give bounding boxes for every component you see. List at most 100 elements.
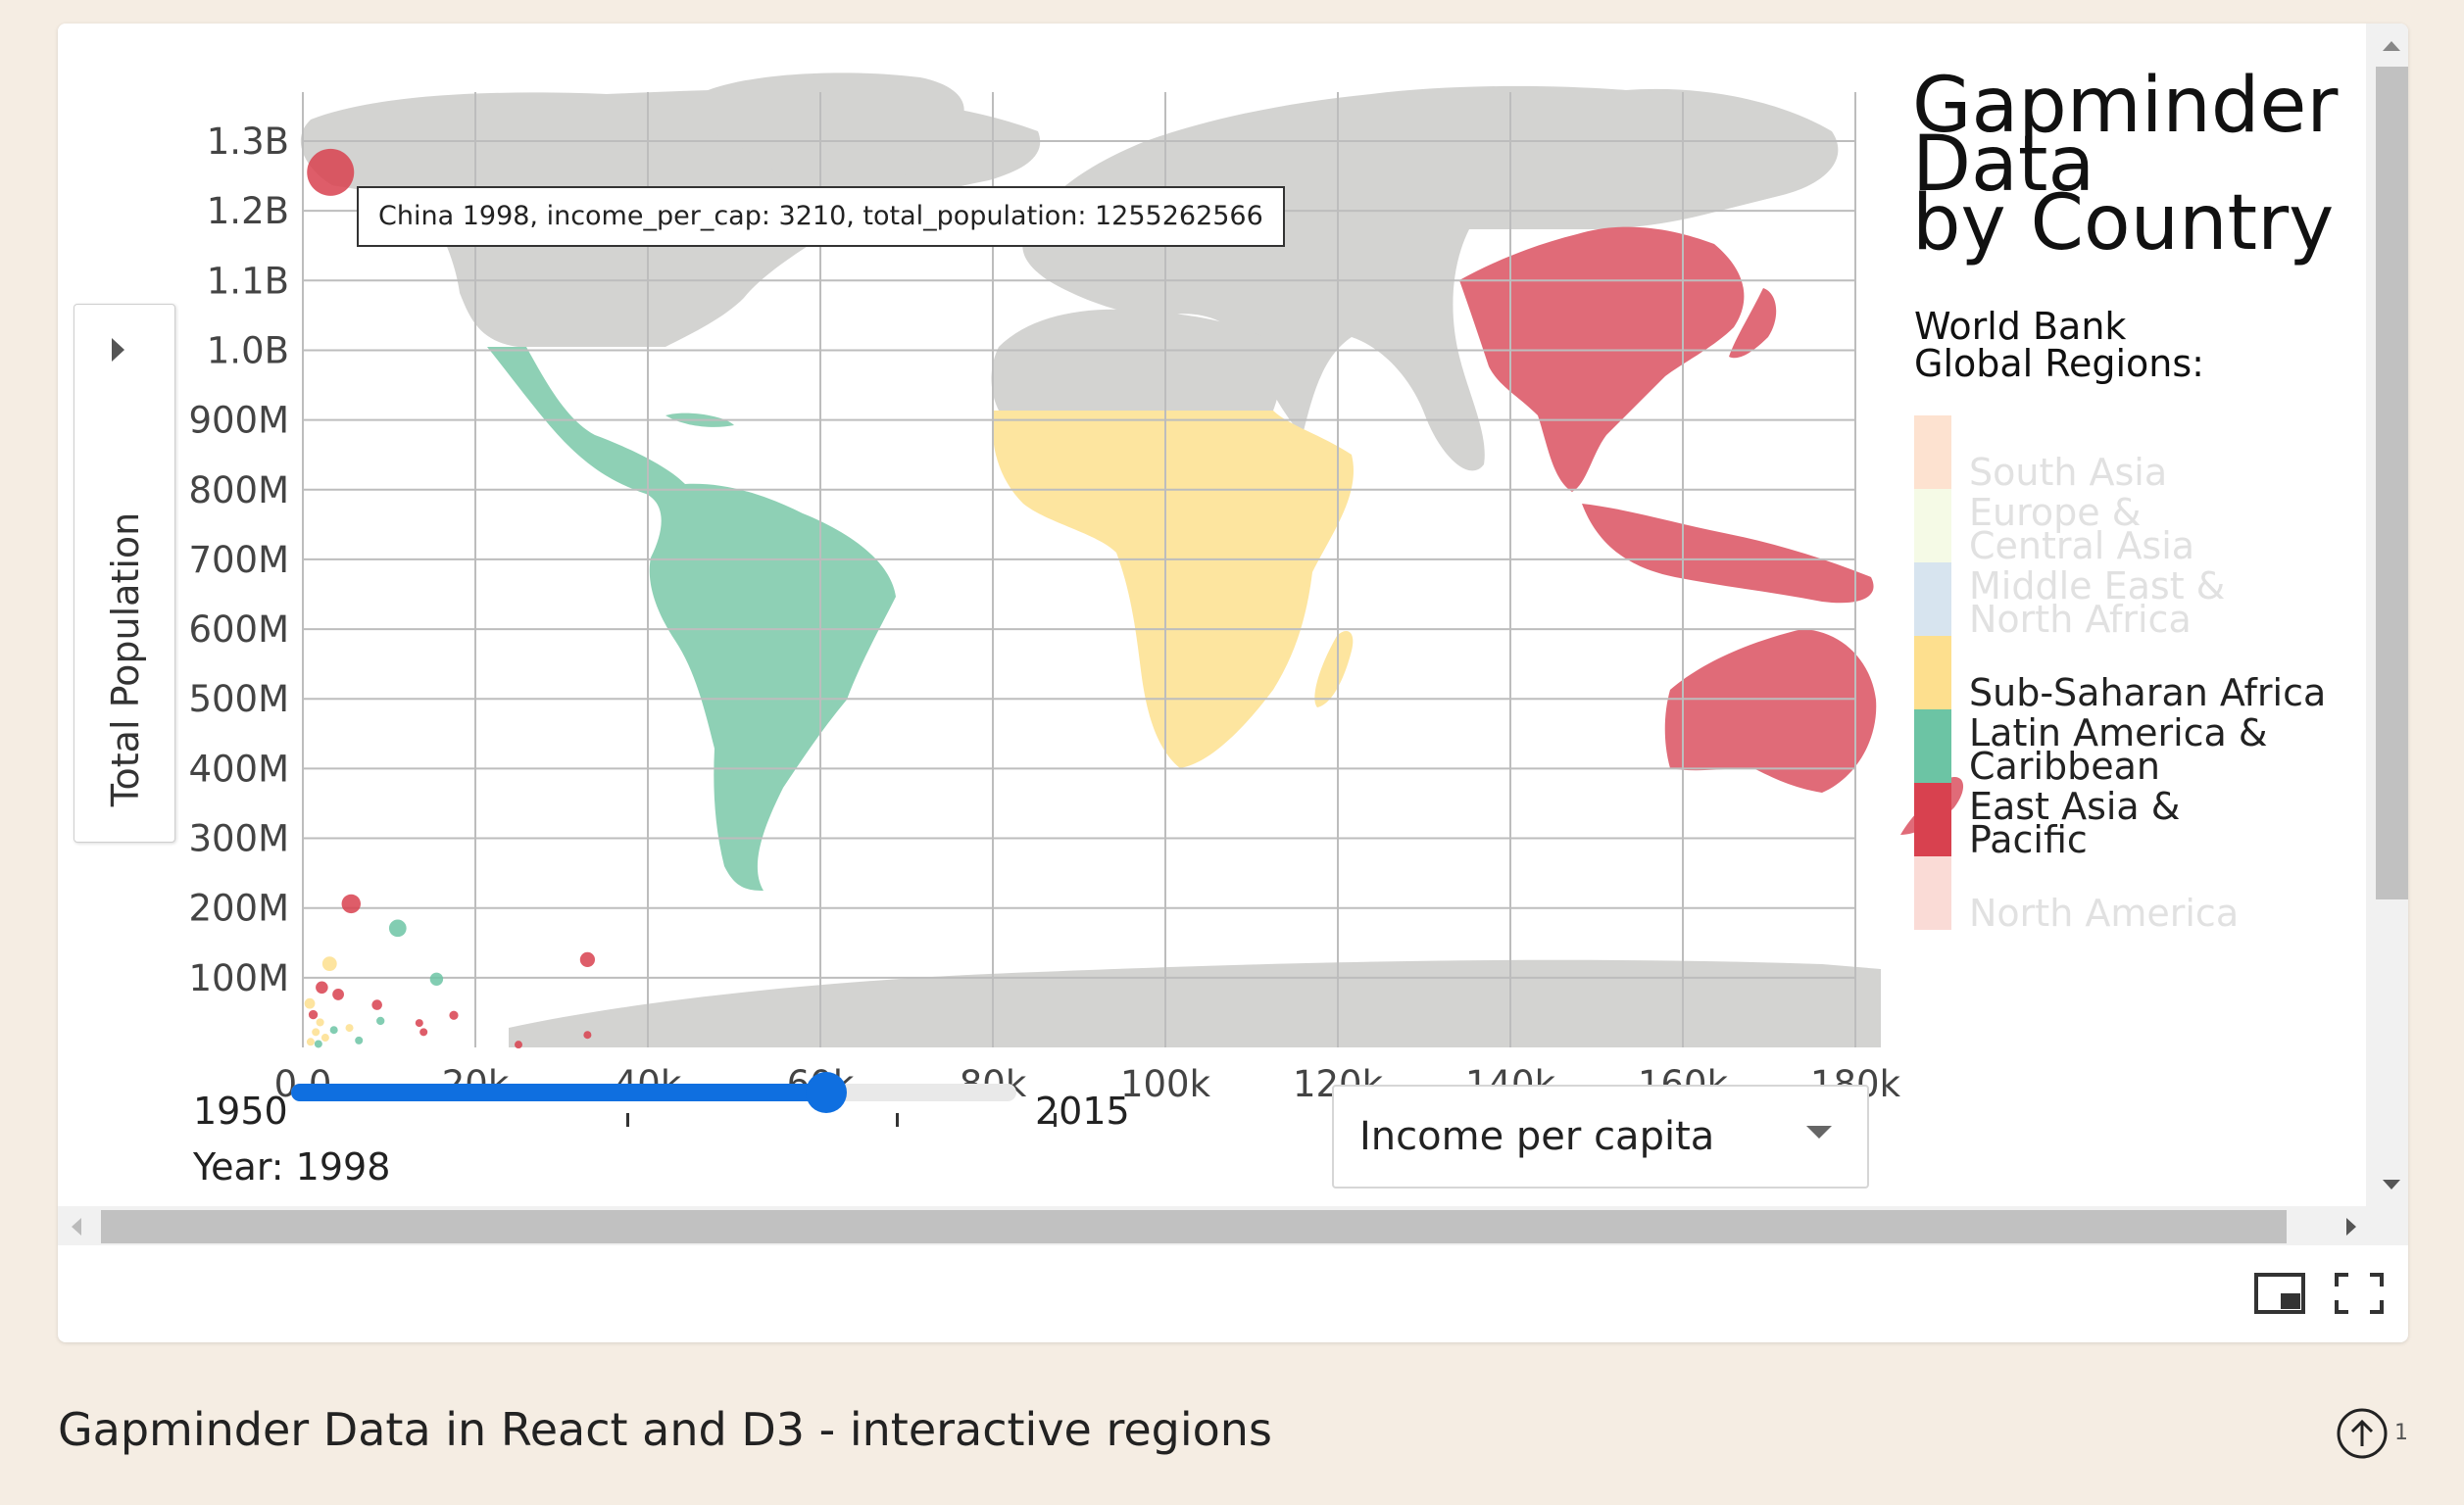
year-readout: Year: 1998: [193, 1145, 391, 1189]
legend-swatch: [1914, 562, 1951, 636]
y-tick-label: 800M: [188, 469, 289, 511]
legend-swatch: [1914, 856, 1951, 930]
scroll-up-arrow-icon[interactable]: [2383, 41, 2400, 51]
caret-right-icon[interactable]: [112, 338, 124, 362]
data-point[interactable]: [341, 894, 362, 914]
slider-tick: [896, 1113, 899, 1127]
y-tick-label: 600M: [188, 608, 289, 651]
horizontal-scrollbar-thumb[interactable]: [101, 1210, 2287, 1243]
legend-label: North America: [1969, 892, 2240, 935]
legend-heading: World Bank Global Regions:: [1914, 305, 2204, 385]
year-slider-fill: [291, 1084, 827, 1101]
legend-item[interactable]: Europe & Central Asia: [1914, 489, 2366, 567]
legend-swatch: [1914, 636, 1951, 709]
map-north-africa: [991, 309, 1280, 411]
map-eurasia: [1022, 85, 1839, 471]
data-point[interactable]: [308, 1009, 319, 1020]
y-tick-label: 1.1B: [207, 260, 289, 302]
data-point[interactable]: [371, 999, 382, 1010]
y-tick-label: 1.3B: [207, 121, 289, 163]
data-point[interactable]: [515, 1041, 522, 1049]
legend-item[interactable]: East Asia & Pacific: [1914, 783, 2366, 861]
legend-item[interactable]: Sub-Saharan Africa: [1914, 636, 2366, 714]
metric-select-value: Income per capita: [1359, 1114, 1715, 1159]
y-tick-label: 700M: [188, 539, 289, 581]
x-tick-label: 100k: [1120, 1063, 1211, 1105]
scroll-down-arrow-icon[interactable]: [2383, 1180, 2400, 1189]
vertical-scrollbar[interactable]: [2366, 24, 2408, 1206]
data-point[interactable]: [316, 1018, 324, 1027]
legend-label: East Asia & Pacific: [1969, 785, 2181, 861]
legend-item[interactable]: North America: [1914, 856, 2366, 935]
data-point[interactable]: [332, 989, 344, 1000]
legend-swatch: [1914, 709, 1951, 783]
horizontal-scrollbar[interactable]: [58, 1206, 2408, 1245]
legend-label: South Asia: [1969, 451, 2168, 494]
legend-swatch: [1914, 489, 1951, 562]
vertical-scrollbar-thumb[interactable]: [2376, 67, 2408, 899]
y-tick-label: 500M: [188, 678, 289, 720]
legend-item[interactable]: Latin America & Caribbean: [1914, 709, 2366, 785]
data-point[interactable]: [579, 951, 596, 967]
data-points: [304, 148, 596, 1049]
map-east-asia: [1459, 226, 1745, 492]
data-point[interactable]: [583, 1031, 592, 1040]
map-antarctica: [509, 959, 1881, 1047]
slider-tick: [1054, 1113, 1057, 1127]
gapminder-chart: 100M 200M 300M 400M 500M 600M 700M 800M 900M 1.0B…: [188, 73, 1964, 1105]
legend-label: Middle East & North Africa: [1969, 564, 2226, 641]
legend-label: Sub-Saharan Africa: [1969, 671, 2327, 714]
data-point[interactable]: [419, 1028, 428, 1037]
data-point[interactable]: [329, 1026, 338, 1035]
map-madagascar: [1314, 631, 1354, 707]
data-point[interactable]: [321, 956, 337, 972]
data-point[interactable]: [355, 1036, 364, 1044]
slider-max-label: 2015: [1035, 1090, 1130, 1133]
picture-in-picture-icon[interactable]: [2253, 1272, 2306, 1315]
y-tick-label: 1.0B: [207, 329, 289, 371]
data-point[interactable]: [320, 1034, 329, 1043]
world-map-background: [300, 73, 1964, 1047]
map-australia: [1664, 629, 1877, 793]
embed-caption: Gapminder Data in React and D3 - interac…: [58, 1403, 1272, 1456]
data-point[interactable]: [316, 981, 328, 995]
y-axis-title-panel: Total Population: [74, 304, 175, 843]
year-slider[interactable]: [291, 1072, 1016, 1113]
data-point[interactable]: [312, 1028, 320, 1037]
scroll-left-arrow-icon[interactable]: [72, 1218, 81, 1236]
data-point[interactable]: [388, 919, 407, 938]
data-point[interactable]: [415, 1019, 423, 1028]
legend-item[interactable]: Middle East & North Africa: [1914, 562, 2366, 641]
map-greenland: [685, 73, 964, 219]
map-japan: [1729, 288, 1777, 359]
legend-swatch: [1914, 415, 1951, 489]
y-tick-label: 200M: [188, 888, 289, 930]
data-point[interactable]: [376, 1016, 385, 1026]
y-tick-label: 300M: [188, 818, 289, 860]
slider-tick: [626, 1113, 629, 1127]
y-tick-label: 400M: [188, 748, 289, 790]
embed-card: 100M 200M 300M 400M 500M 600M 700M 800M 900M 1.0B…: [58, 24, 2408, 1342]
year-slider-thumb[interactable]: [806, 1072, 848, 1113]
scroll-right-arrow-icon[interactable]: [2346, 1218, 2356, 1236]
y-tick-label: 1.2B: [207, 190, 289, 232]
map-sub-saharan-africa: [992, 411, 1354, 768]
upvote-count: 1: [2394, 1421, 2408, 1445]
y-axis: 100M 200M 300M 400M 500M 600M 700M 800M 900M 1.0B…: [188, 121, 289, 999]
chevron-down-icon: [1806, 1126, 1832, 1139]
legend-swatch: [1914, 783, 1951, 856]
fullscreen-icon[interactable]: [2334, 1272, 2385, 1315]
data-point[interactable]: [345, 1024, 354, 1033]
data-point[interactable]: [306, 1038, 315, 1046]
data-point[interactable]: [307, 148, 355, 196]
legend-label: Europe & Central Asia: [1969, 491, 2195, 567]
legend-item[interactable]: South Asia: [1914, 415, 2366, 494]
data-point[interactable]: [449, 1010, 459, 1020]
map-latin-america: [487, 347, 896, 891]
metric-select[interactable]: Income per capita: [1332, 1085, 1869, 1189]
data-point[interactable]: [304, 997, 316, 1009]
data-point[interactable]: [314, 1040, 322, 1048]
data-point[interactable]: [429, 972, 444, 986]
y-tick-label: 100M: [188, 957, 289, 999]
upvote-icon[interactable]: [2336, 1407, 2389, 1460]
